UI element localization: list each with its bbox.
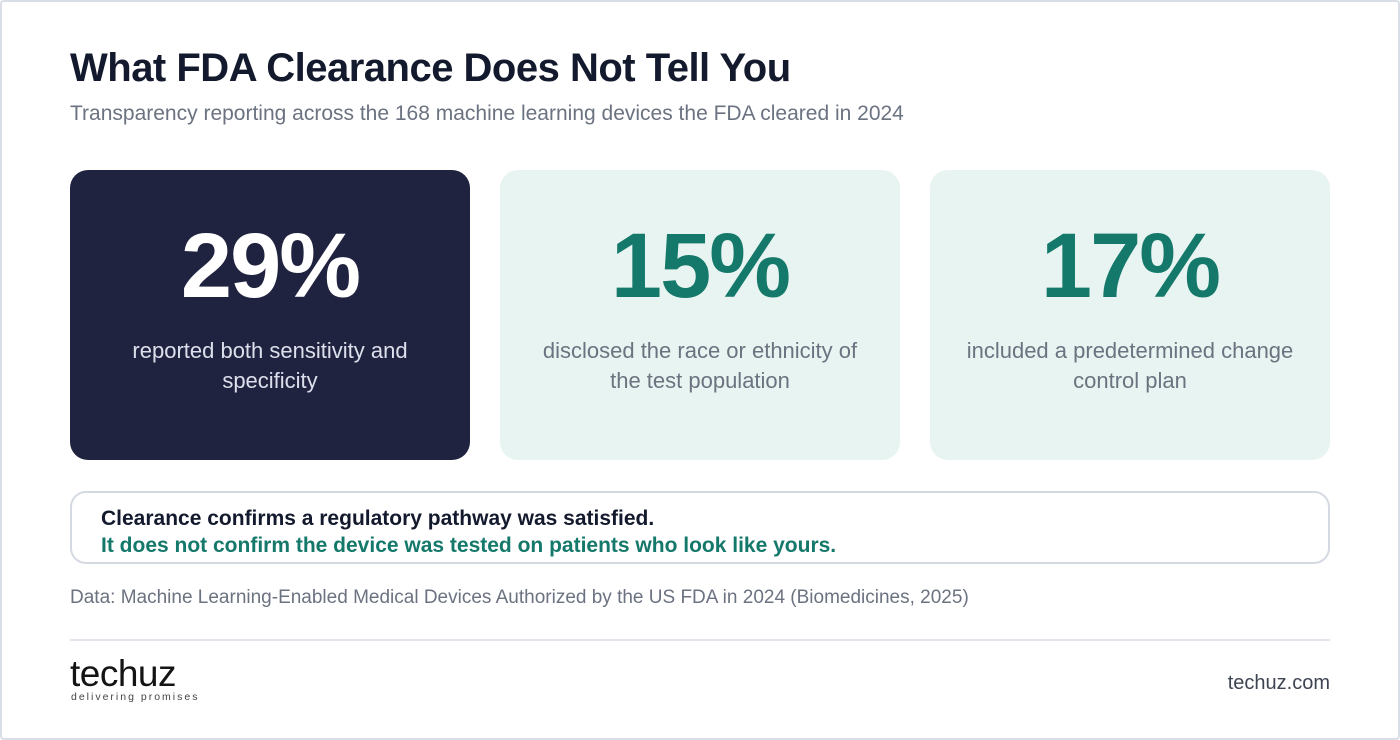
stat-description: disclosed the race or ethnicity of the t… xyxy=(542,338,858,393)
page-subtitle: Transparency reporting across the 168 ma… xyxy=(70,102,904,125)
page-title: What FDA Clearance Does Not Tell You xyxy=(70,46,791,90)
stat-value: 29% xyxy=(180,215,361,317)
stat-value: 15% xyxy=(610,215,791,317)
stat-card-change-control-plan: 17% included a predetermined change cont… xyxy=(930,170,1330,460)
stat-value: 17% xyxy=(1040,215,1221,317)
techuz-logo: techuz delivering promises xyxy=(70,653,200,704)
stat-card-race-ethnicity: 15% disclosed the race or ethnicity of t… xyxy=(500,170,900,460)
callout-box: Clearance confirms a regulatory pathway … xyxy=(70,491,1330,564)
data-source-note: Data: Machine Learning-Enabled Medical D… xyxy=(70,587,969,608)
footer-divider xyxy=(70,639,1330,641)
stat-cards: 29% reported both sensitivity and specif… xyxy=(70,170,1330,460)
website-link[interactable]: techuz.com xyxy=(1227,672,1330,694)
callout-caveat: It does not confirm the device was teste… xyxy=(101,534,837,557)
logo-tagline: delivering promises xyxy=(71,691,200,703)
stat-description: reported both sensitivity and specificit… xyxy=(132,338,408,393)
stat-card-sensitivity-specificity: 29% reported both sensitivity and specif… xyxy=(70,170,470,460)
logo-wordmark: techuz xyxy=(70,653,177,694)
callout-statement: Clearance confirms a regulatory pathway … xyxy=(101,507,655,530)
stat-description: included a predetermined change control … xyxy=(966,338,1294,393)
